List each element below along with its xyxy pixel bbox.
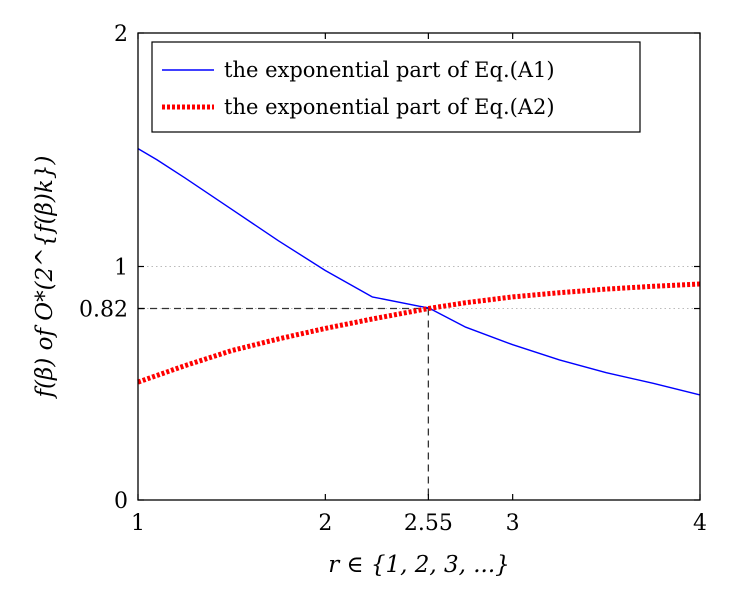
x-axis-label: r ∈ {1, 2, 3, ...} bbox=[328, 552, 510, 578]
y-tick-label-1: 0.82 bbox=[79, 298, 128, 323]
legend-label-2: the exponential part of Eq.(A2) bbox=[224, 95, 555, 119]
reference-lines bbox=[138, 307, 430, 500]
series-layer bbox=[137, 147, 701, 396]
x-tick-label-0: 1 bbox=[131, 511, 145, 536]
y-axis-label: f(β) of O*(2^{f(β)k}) bbox=[32, 156, 58, 400]
series-line-1 bbox=[137, 147, 701, 396]
legend-box bbox=[151, 41, 641, 133]
x-tick-label-3: 3 bbox=[506, 511, 520, 536]
series-line-2 bbox=[137, 281, 701, 385]
y-tick-label-0: 0 bbox=[114, 489, 128, 514]
legend: the exponential part of Eq.(A1) the expon… bbox=[151, 41, 641, 133]
ticks: 1 2 2.55 3 4 0 0.82 1 2 bbox=[79, 22, 707, 536]
x-tick-label-4: 4 bbox=[693, 511, 707, 536]
y-tick-label-2: 1 bbox=[114, 256, 128, 281]
x-tick-label-1: 2 bbox=[318, 511, 332, 536]
legend-label-1: the exponential part of Eq.(A1) bbox=[224, 58, 555, 82]
x-tick-label-2: 2.55 bbox=[404, 511, 453, 536]
y-tick-label-3: 2 bbox=[114, 22, 128, 47]
grid-lines bbox=[138, 266, 700, 310]
